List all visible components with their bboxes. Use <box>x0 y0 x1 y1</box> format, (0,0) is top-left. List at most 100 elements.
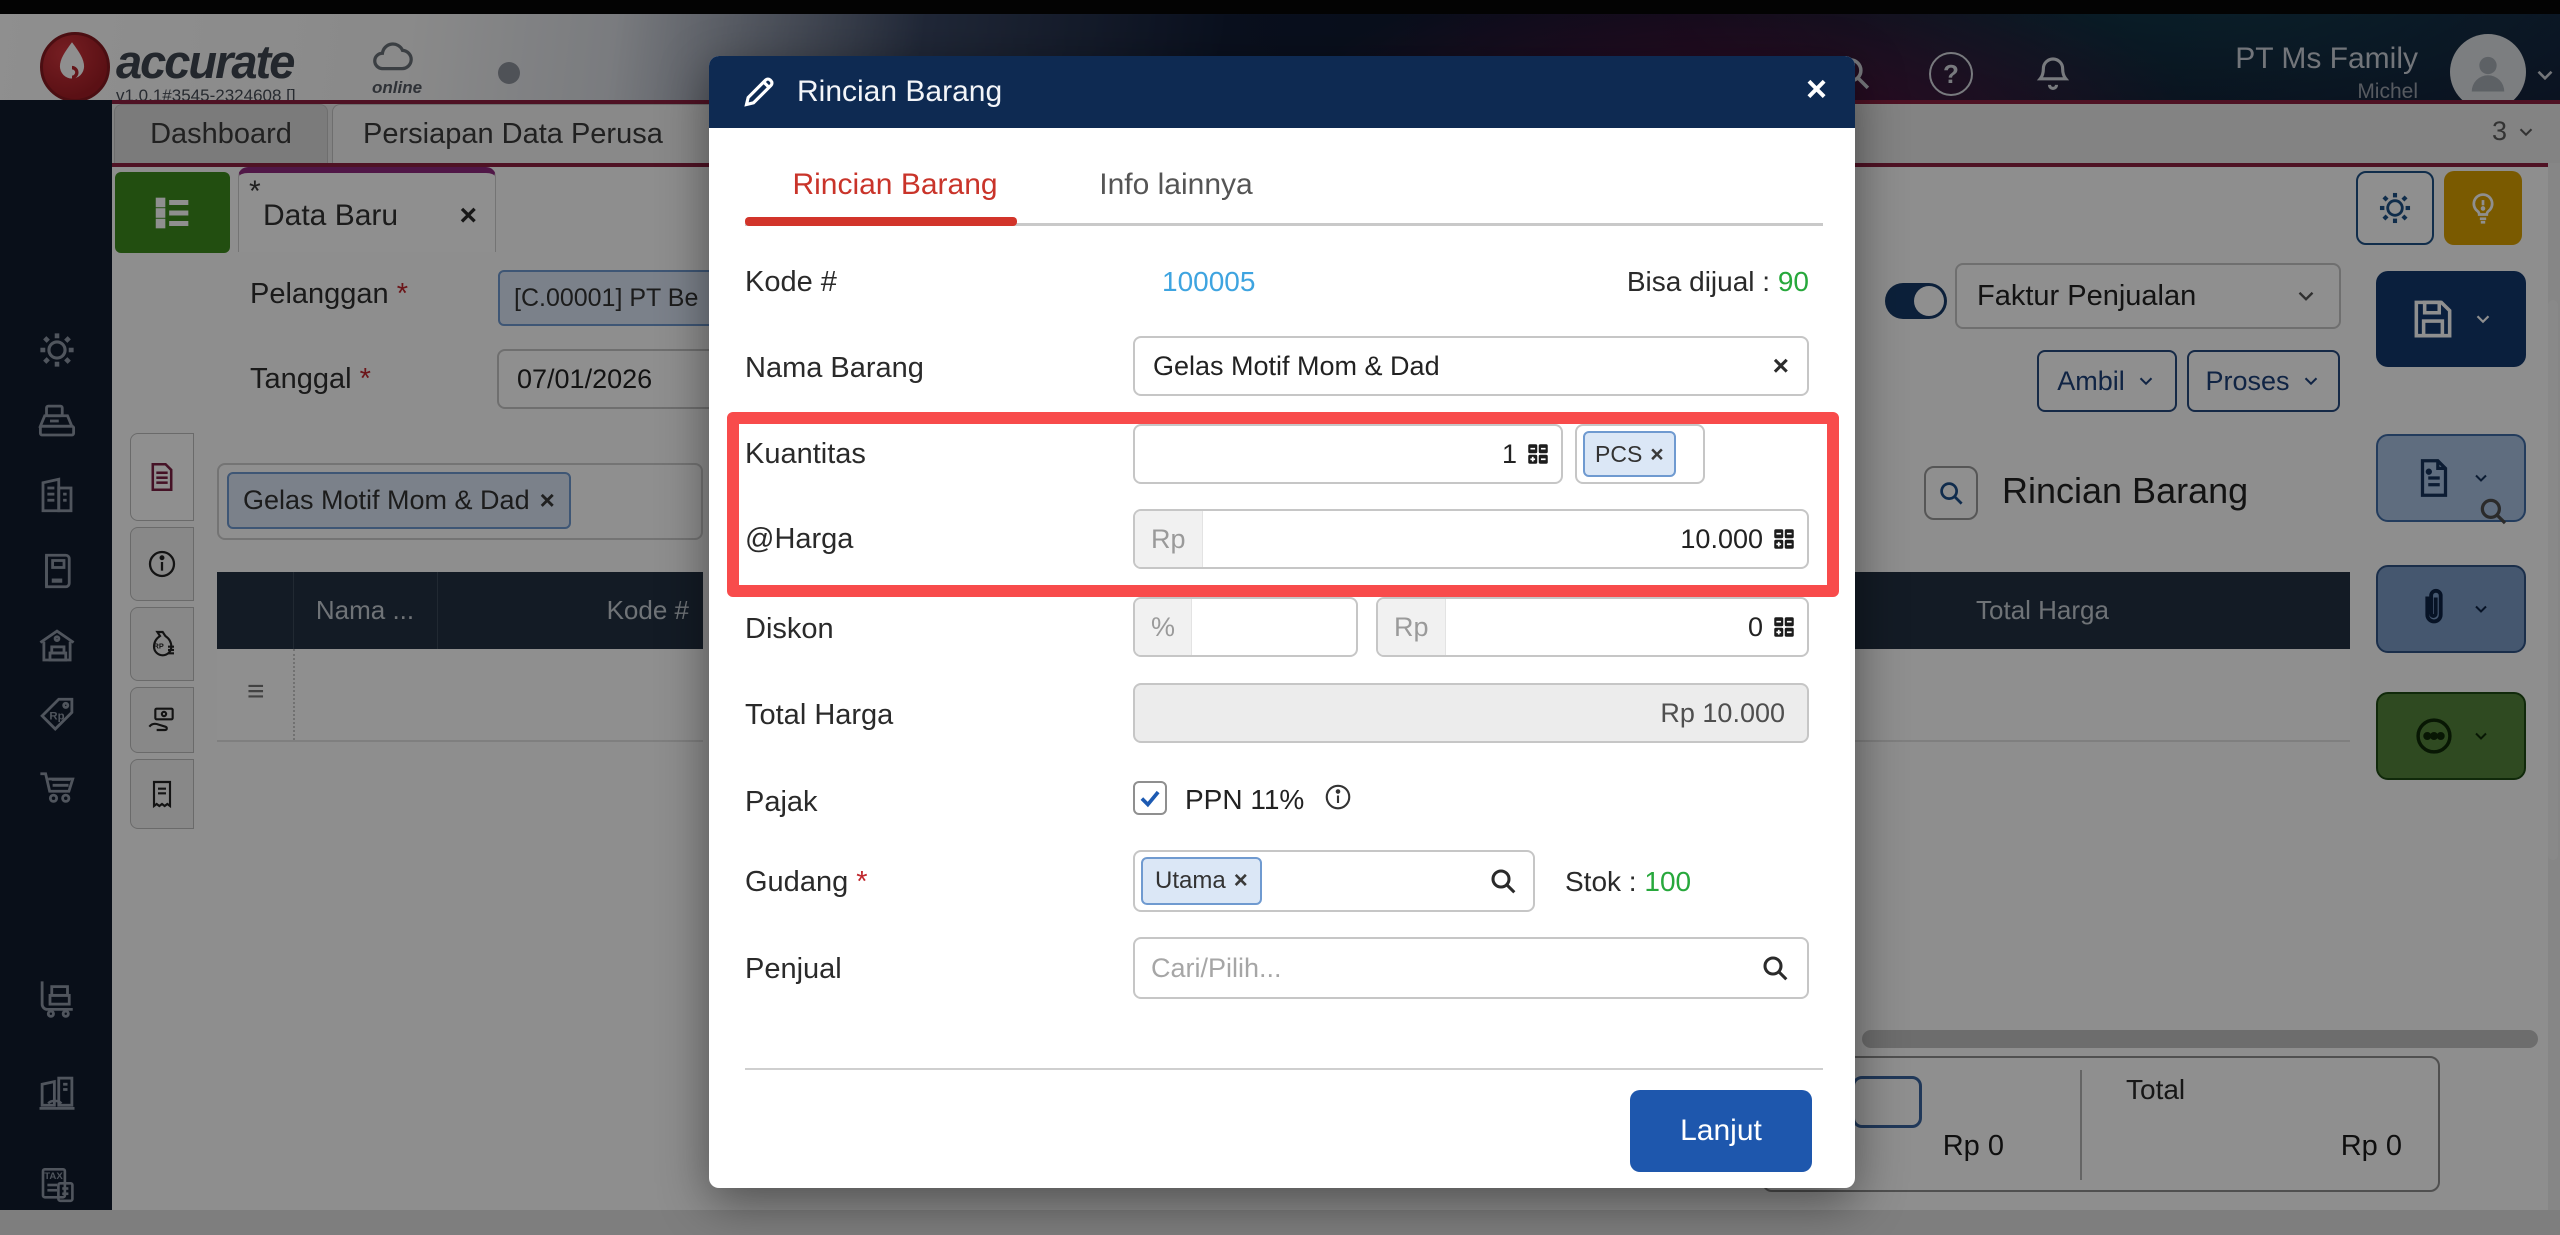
save-button[interactable] <box>2376 271 2526 367</box>
document-lines-icon <box>151 462 173 492</box>
calculator-icon[interactable] <box>1771 614 1797 640</box>
document-chevron-icon <box>2475 474 2487 482</box>
vtab-document-tab[interactable] <box>130 433 194 521</box>
nama-barang-label: Nama Barang <box>745 352 924 384</box>
item-filter-field[interactable]: Gelas Motif Mom & Dad × <box>217 463 703 540</box>
tab-persiapan[interactable]: Persiapan Data Perusa <box>332 104 776 164</box>
sidebar-company-icon[interactable] <box>36 474 78 516</box>
detail-search-button[interactable] <box>1924 466 1978 520</box>
sidebar-journal-icon[interactable] <box>36 550 78 592</box>
notifications-bell-icon[interactable] <box>2032 52 2074 94</box>
tab-data-baru[interactable]: * Data Baru × <box>238 167 496 252</box>
nama-barang-input[interactable]: Gelas Motif Mom & Dad × <box>1133 336 1809 396</box>
detail-section-title: Rincian Barang <box>2002 470 2249 511</box>
pelanggan-label: Pelanggan * <box>250 278 408 311</box>
sidebar-tax-icon[interactable]: TAX <box>36 1164 78 1206</box>
vtab-payment-tab[interactable] <box>130 687 194 753</box>
sidebar-settings-icon[interactable] <box>36 329 78 371</box>
calculator-icon[interactable] <box>1525 441 1551 467</box>
diskon-label: Diskon <box>745 613 834 645</box>
harga-label: @Harga <box>745 523 854 555</box>
totals-panel: Rp 0 Total Rp 0 <box>1762 1056 2440 1192</box>
ppn-checkbox[interactable] <box>1133 781 1167 815</box>
drag-handle-icon[interactable]: ≡ <box>247 675 265 708</box>
vtab-money-tab[interactable]: RP <box>130 607 194 681</box>
tab-data-baru-close-icon[interactable]: × <box>459 199 477 232</box>
table-row[interactable]: ≡ <box>217 649 703 742</box>
item-chip-remove-icon[interactable]: × <box>539 485 555 515</box>
calculator-icon[interactable] <box>1771 526 1797 552</box>
ppn-checkbox-label[interactable]: PPN 11% <box>1185 784 1305 815</box>
proses-button[interactable]: Proses <box>2187 350 2340 412</box>
penjual-placeholder: Cari/Pilih... <box>1151 952 1282 983</box>
unit-select-field[interactable]: PCS × <box>1575 424 1705 484</box>
sidebar-delivery-icon[interactable] <box>36 977 78 1019</box>
stok-info: Stok : 100 <box>1565 866 1691 898</box>
table-header-kode[interactable]: Kode # <box>606 595 689 625</box>
sidebar-cash-register-icon[interactable] <box>36 400 78 442</box>
diskon-rp-input[interactable]: Rp 0 <box>1376 597 1809 657</box>
modal-tab-rincian[interactable]: Rincian Barang <box>745 152 1045 218</box>
pelanggan-chip-label: [C.00001] PT Be <box>514 283 699 312</box>
unit-search-icon[interactable] <box>2476 494 2510 528</box>
doc-type-toggle[interactable] <box>1885 283 1947 319</box>
vtab-receipt-tab[interactable] <box>130 759 194 829</box>
total-value: Rp 0 <box>2340 1130 2402 1162</box>
settings-button[interactable] <box>2356 171 2434 245</box>
tanggal-label-text: Tanggal <box>250 363 352 395</box>
avatar[interactable] <box>2450 34 2526 110</box>
gudang-chip[interactable]: Utama × <box>1141 857 1262 905</box>
harga-input[interactable]: Rp 10.000 <box>1133 509 1809 569</box>
document-actions-button[interactable] <box>2376 434 2526 522</box>
penjual-search-icon[interactable] <box>1759 952 1791 984</box>
unit-chip-remove-icon[interactable]: × <box>1650 440 1664 467</box>
more-actions-button[interactable] <box>2376 692 2526 780</box>
column-divider[interactable] <box>437 572 438 649</box>
bisa-dijual-label: Bisa dijual : <box>1626 266 1771 297</box>
penjual-search-field[interactable]: Cari/Pilih... <box>1133 937 1809 999</box>
table-header-nama[interactable]: Nama ... <box>315 595 415 625</box>
top-black-strip <box>0 0 2560 14</box>
ppn-info-icon[interactable] <box>1323 782 1353 812</box>
diskon-percent-prefix: % <box>1135 599 1193 655</box>
item-chip[interactable]: Gelas Motif Mom & Dad × <box>227 472 571 529</box>
user-menu-chevron-icon[interactable] <box>2532 62 2558 88</box>
kuantitas-input[interactable]: 1 <box>1133 424 1563 484</box>
kode-label: Kode # <box>745 266 837 298</box>
table-header-total[interactable]: Total Harga <box>1976 595 2109 625</box>
sidebar-price-tag-icon[interactable]: Rp <box>36 694 78 736</box>
modal-close-icon[interactable]: × <box>1805 68 1827 109</box>
pelanggan-chip[interactable]: [C.00001] PT Be <box>498 270 738 326</box>
help-icon[interactable]: ? <box>1929 52 1973 96</box>
transaction-list-button[interactable] <box>115 172 230 253</box>
sidebar-asset-icon[interactable] <box>36 1072 78 1114</box>
vertical-scrollbar[interactable] <box>2548 300 2558 860</box>
tab-overflow-dropdown[interactable]: 3 <box>2492 116 2537 147</box>
modal-tab-rincian-label: Rincian Barang <box>792 168 998 201</box>
unit-chip[interactable]: PCS × <box>1583 431 1676 477</box>
column-divider[interactable] <box>293 572 294 649</box>
vtab-info-tab[interactable] <box>130 527 194 601</box>
lanjut-button[interactable]: Lanjut <box>1630 1090 1812 1172</box>
cloud-icon <box>360 36 424 82</box>
total-harga-label: Total Harga <box>745 699 894 731</box>
nama-barang-clear-icon[interactable]: × <box>1772 350 1789 381</box>
diskon-percent-input[interactable]: % <box>1133 597 1358 657</box>
horizontal-scrollbar[interactable] <box>1862 1030 2538 1048</box>
sidebar-warehouse-icon[interactable] <box>36 625 78 667</box>
kode-value[interactable]: 100005 <box>1162 266 1256 297</box>
gudang-chip-remove-icon[interactable]: × <box>1233 867 1248 894</box>
tips-lightbulb-button[interactable] <box>2444 171 2522 245</box>
gudang-select-field[interactable]: Utama × <box>1133 850 1535 912</box>
help-glyph: ? <box>1943 58 1959 89</box>
doc-type-select[interactable]: Faktur Penjualan <box>1955 263 2341 329</box>
tab-dashboard[interactable]: Dashboard <box>114 104 328 164</box>
ambil-button[interactable]: Ambil <box>2037 350 2177 412</box>
sidebar-sales-cart-icon[interactable] <box>36 765 78 807</box>
nama-barang-value: Gelas Motif Mom & Dad <box>1153 350 1440 381</box>
gudang-search-icon[interactable] <box>1487 865 1519 897</box>
tanggal-value: 07/01/2026 <box>517 363 653 394</box>
row-dotted-divider <box>293 649 295 740</box>
attachment-button[interactable] <box>2376 565 2526 653</box>
modal-tab-info[interactable]: Info lainnya <box>1061 152 1291 218</box>
